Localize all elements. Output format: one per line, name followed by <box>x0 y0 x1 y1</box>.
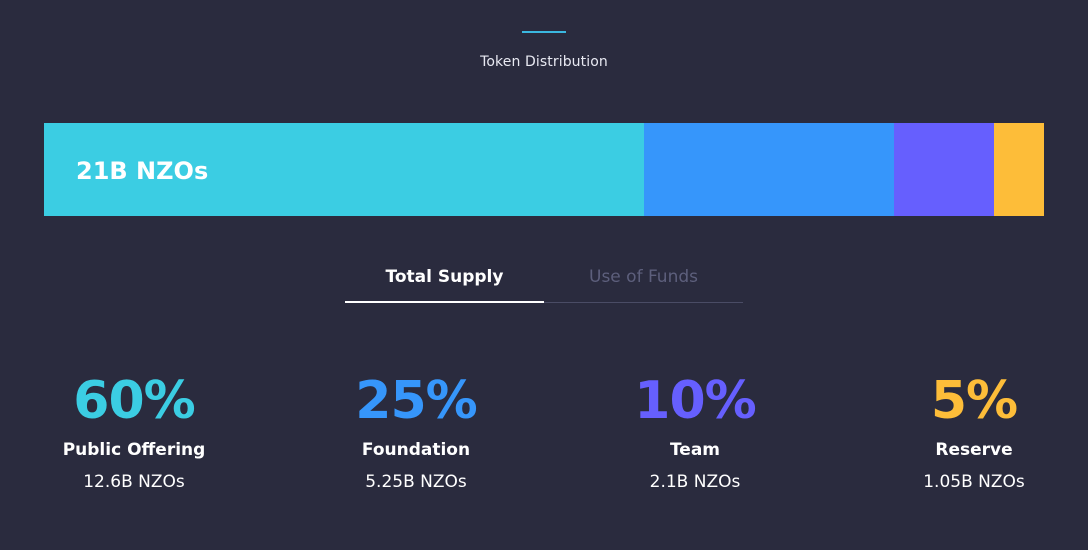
bar-total-label: 21B NZOs <box>76 157 209 185</box>
stat-amount: 1.05B NZOs <box>923 472 1025 492</box>
stat-amount: 5.25B NZOs <box>365 472 467 492</box>
stat-amount: 2.1B NZOs <box>649 472 741 492</box>
bar-segment-foundation <box>644 123 894 216</box>
stat-percent: 10% <box>634 371 756 431</box>
tab-use-of-funds[interactable]: Use of Funds <box>589 267 698 287</box>
stat-name: Team <box>669 440 721 460</box>
stat-name: Reserve <box>935 440 1013 460</box>
stat-amount: 12.6B NZOs <box>83 472 185 492</box>
stat-percent: 5% <box>930 371 1018 431</box>
bar-segment-public-offering: 21B NZOs <box>44 123 644 216</box>
tab-total-supply[interactable]: Total Supply <box>345 256 544 303</box>
stat-reserve: 5% Reserve 1.05B NZOs <box>854 368 1088 493</box>
stat-percent: 60% <box>73 371 195 431</box>
distribution-bar: 21B NZOs <box>44 123 1044 216</box>
stat-name: Foundation <box>361 440 471 460</box>
bar-segment-reserve <box>994 123 1044 216</box>
distribution-tabs: Total Supply Use of Funds <box>345 256 743 303</box>
stat-foundation: 25% Foundation 5.25B NZOs <box>296 368 536 493</box>
section-title: Token Distribution <box>480 54 608 70</box>
stat-percent: 25% <box>355 371 477 431</box>
title-accent-line <box>522 31 566 33</box>
stat-public-offering: 60% Public Offering 12.6B NZOs <box>14 368 254 493</box>
stat-team: 10% Team 2.1B NZOs <box>575 368 815 493</box>
bar-segment-team <box>894 123 994 216</box>
stat-name: Public Offering <box>62 440 206 460</box>
